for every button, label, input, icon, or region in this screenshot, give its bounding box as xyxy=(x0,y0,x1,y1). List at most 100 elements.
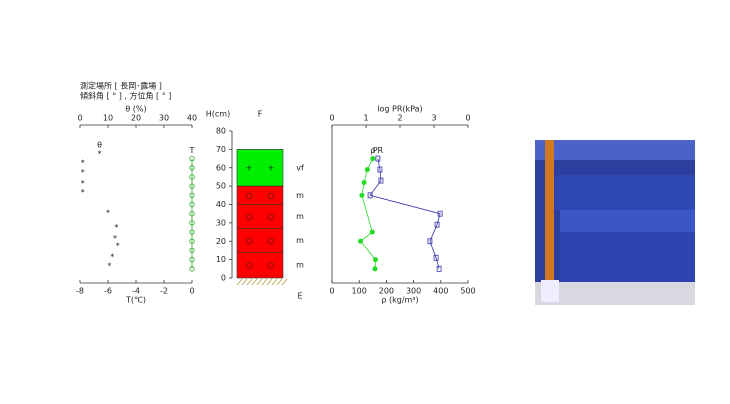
layer-symbol: ○ xyxy=(246,261,253,270)
x-tick-label: -8 xyxy=(76,287,84,296)
point xyxy=(369,229,375,235)
x2-tick-label: 0 xyxy=(329,114,334,123)
footer-label: E xyxy=(297,292,302,301)
point xyxy=(433,254,439,261)
ground-hatch xyxy=(256,278,263,286)
point: * xyxy=(114,223,118,232)
ground-hatch xyxy=(251,278,258,286)
grain-label: m xyxy=(296,261,304,270)
layer-symbol: + xyxy=(246,163,253,172)
y-tick-label: 30 xyxy=(216,218,226,227)
ground-hatch xyxy=(261,278,268,286)
point: * xyxy=(116,241,120,250)
series-name: T xyxy=(189,146,195,155)
column-title: F xyxy=(258,110,263,119)
point xyxy=(377,166,383,173)
layer-symbol: ○ xyxy=(246,191,253,200)
layer-symbol: ○ xyxy=(246,236,253,245)
series-line xyxy=(359,158,376,269)
y-tick-label: 50 xyxy=(216,182,226,191)
point xyxy=(189,238,195,244)
point xyxy=(367,192,373,199)
point: * xyxy=(81,188,85,197)
x-tick-label: 500 xyxy=(460,287,475,296)
x2-label: log PR(kPa) xyxy=(377,105,422,114)
point: * xyxy=(98,150,102,159)
point xyxy=(189,183,195,189)
point xyxy=(375,155,381,162)
x-tick-label: 400 xyxy=(433,287,448,296)
point xyxy=(189,165,195,171)
x2-tick-label: 3 xyxy=(431,114,436,123)
point xyxy=(378,177,384,184)
point: * xyxy=(110,252,114,261)
series-line xyxy=(369,158,441,269)
grain-label: vf xyxy=(296,163,304,172)
series-name: PR xyxy=(373,146,384,155)
x2-tick-label: 2 xyxy=(397,114,402,123)
x-tick-label: -6 xyxy=(104,287,112,296)
layer-symbol: ○ xyxy=(268,212,275,221)
y-label: H(cm) xyxy=(206,110,230,119)
angle-line: 傾斜角 [ ° ] , 方位角 [ ° ] xyxy=(80,91,171,101)
grain-label: m xyxy=(296,236,304,245)
point xyxy=(359,192,365,198)
point: * xyxy=(81,159,85,168)
point: * xyxy=(107,262,111,271)
point xyxy=(358,238,364,244)
point xyxy=(436,265,442,272)
y-tick-label: 70 xyxy=(216,145,226,154)
x-tick-label: 0 xyxy=(329,287,334,296)
grain-label: m xyxy=(296,212,304,221)
y-tick-label: 0 xyxy=(221,274,226,283)
layer-symbol: ○ xyxy=(268,191,275,200)
x2-tick-label: 0 xyxy=(465,114,470,123)
point: * xyxy=(106,208,110,217)
point xyxy=(364,167,370,173)
x2-tick-label: 40 xyxy=(187,114,197,123)
layer-symbol: ○ xyxy=(246,212,253,221)
y-tick-label: 60 xyxy=(216,163,226,172)
layer-symbol: ○ xyxy=(268,261,275,270)
point: * xyxy=(81,179,85,188)
y-tick-label: 10 xyxy=(216,255,226,264)
series-name: θ xyxy=(97,141,102,150)
point xyxy=(434,221,440,228)
x2-tick-label: 1 xyxy=(363,114,368,123)
x2-tick-label: 0 xyxy=(77,114,82,123)
layer-symbol: + xyxy=(268,163,275,172)
point xyxy=(189,247,195,254)
point xyxy=(373,257,379,263)
x-tick-label: 200 xyxy=(379,287,394,296)
x-label: T(℃) xyxy=(125,296,146,305)
point xyxy=(370,156,376,162)
point xyxy=(189,155,195,162)
point xyxy=(189,174,195,180)
point xyxy=(361,179,367,185)
x2-label: θ (%) xyxy=(125,105,146,114)
series-name: ρ xyxy=(370,146,375,155)
layer xyxy=(236,149,284,187)
point xyxy=(189,201,195,208)
layer xyxy=(236,228,284,253)
grain-label: m xyxy=(296,191,304,200)
point: * xyxy=(113,234,117,243)
point xyxy=(189,220,195,226)
ground-hatch xyxy=(276,278,283,286)
point xyxy=(189,210,195,217)
x-label: ρ (kg/m³) xyxy=(381,296,418,305)
point xyxy=(372,266,378,272)
x-tick-label: -4 xyxy=(132,287,140,296)
layer xyxy=(236,204,284,229)
ground-hatch xyxy=(266,278,273,286)
point xyxy=(189,256,195,263)
x2-tick-label: 10 xyxy=(103,114,113,123)
y-tick-label: 80 xyxy=(216,127,226,136)
point xyxy=(427,238,433,245)
ground-hatch xyxy=(246,278,253,286)
ground-hatch xyxy=(271,278,278,286)
x-tick-label: -2 xyxy=(160,287,168,296)
ground-hatch xyxy=(241,278,248,286)
layer xyxy=(236,185,284,205)
